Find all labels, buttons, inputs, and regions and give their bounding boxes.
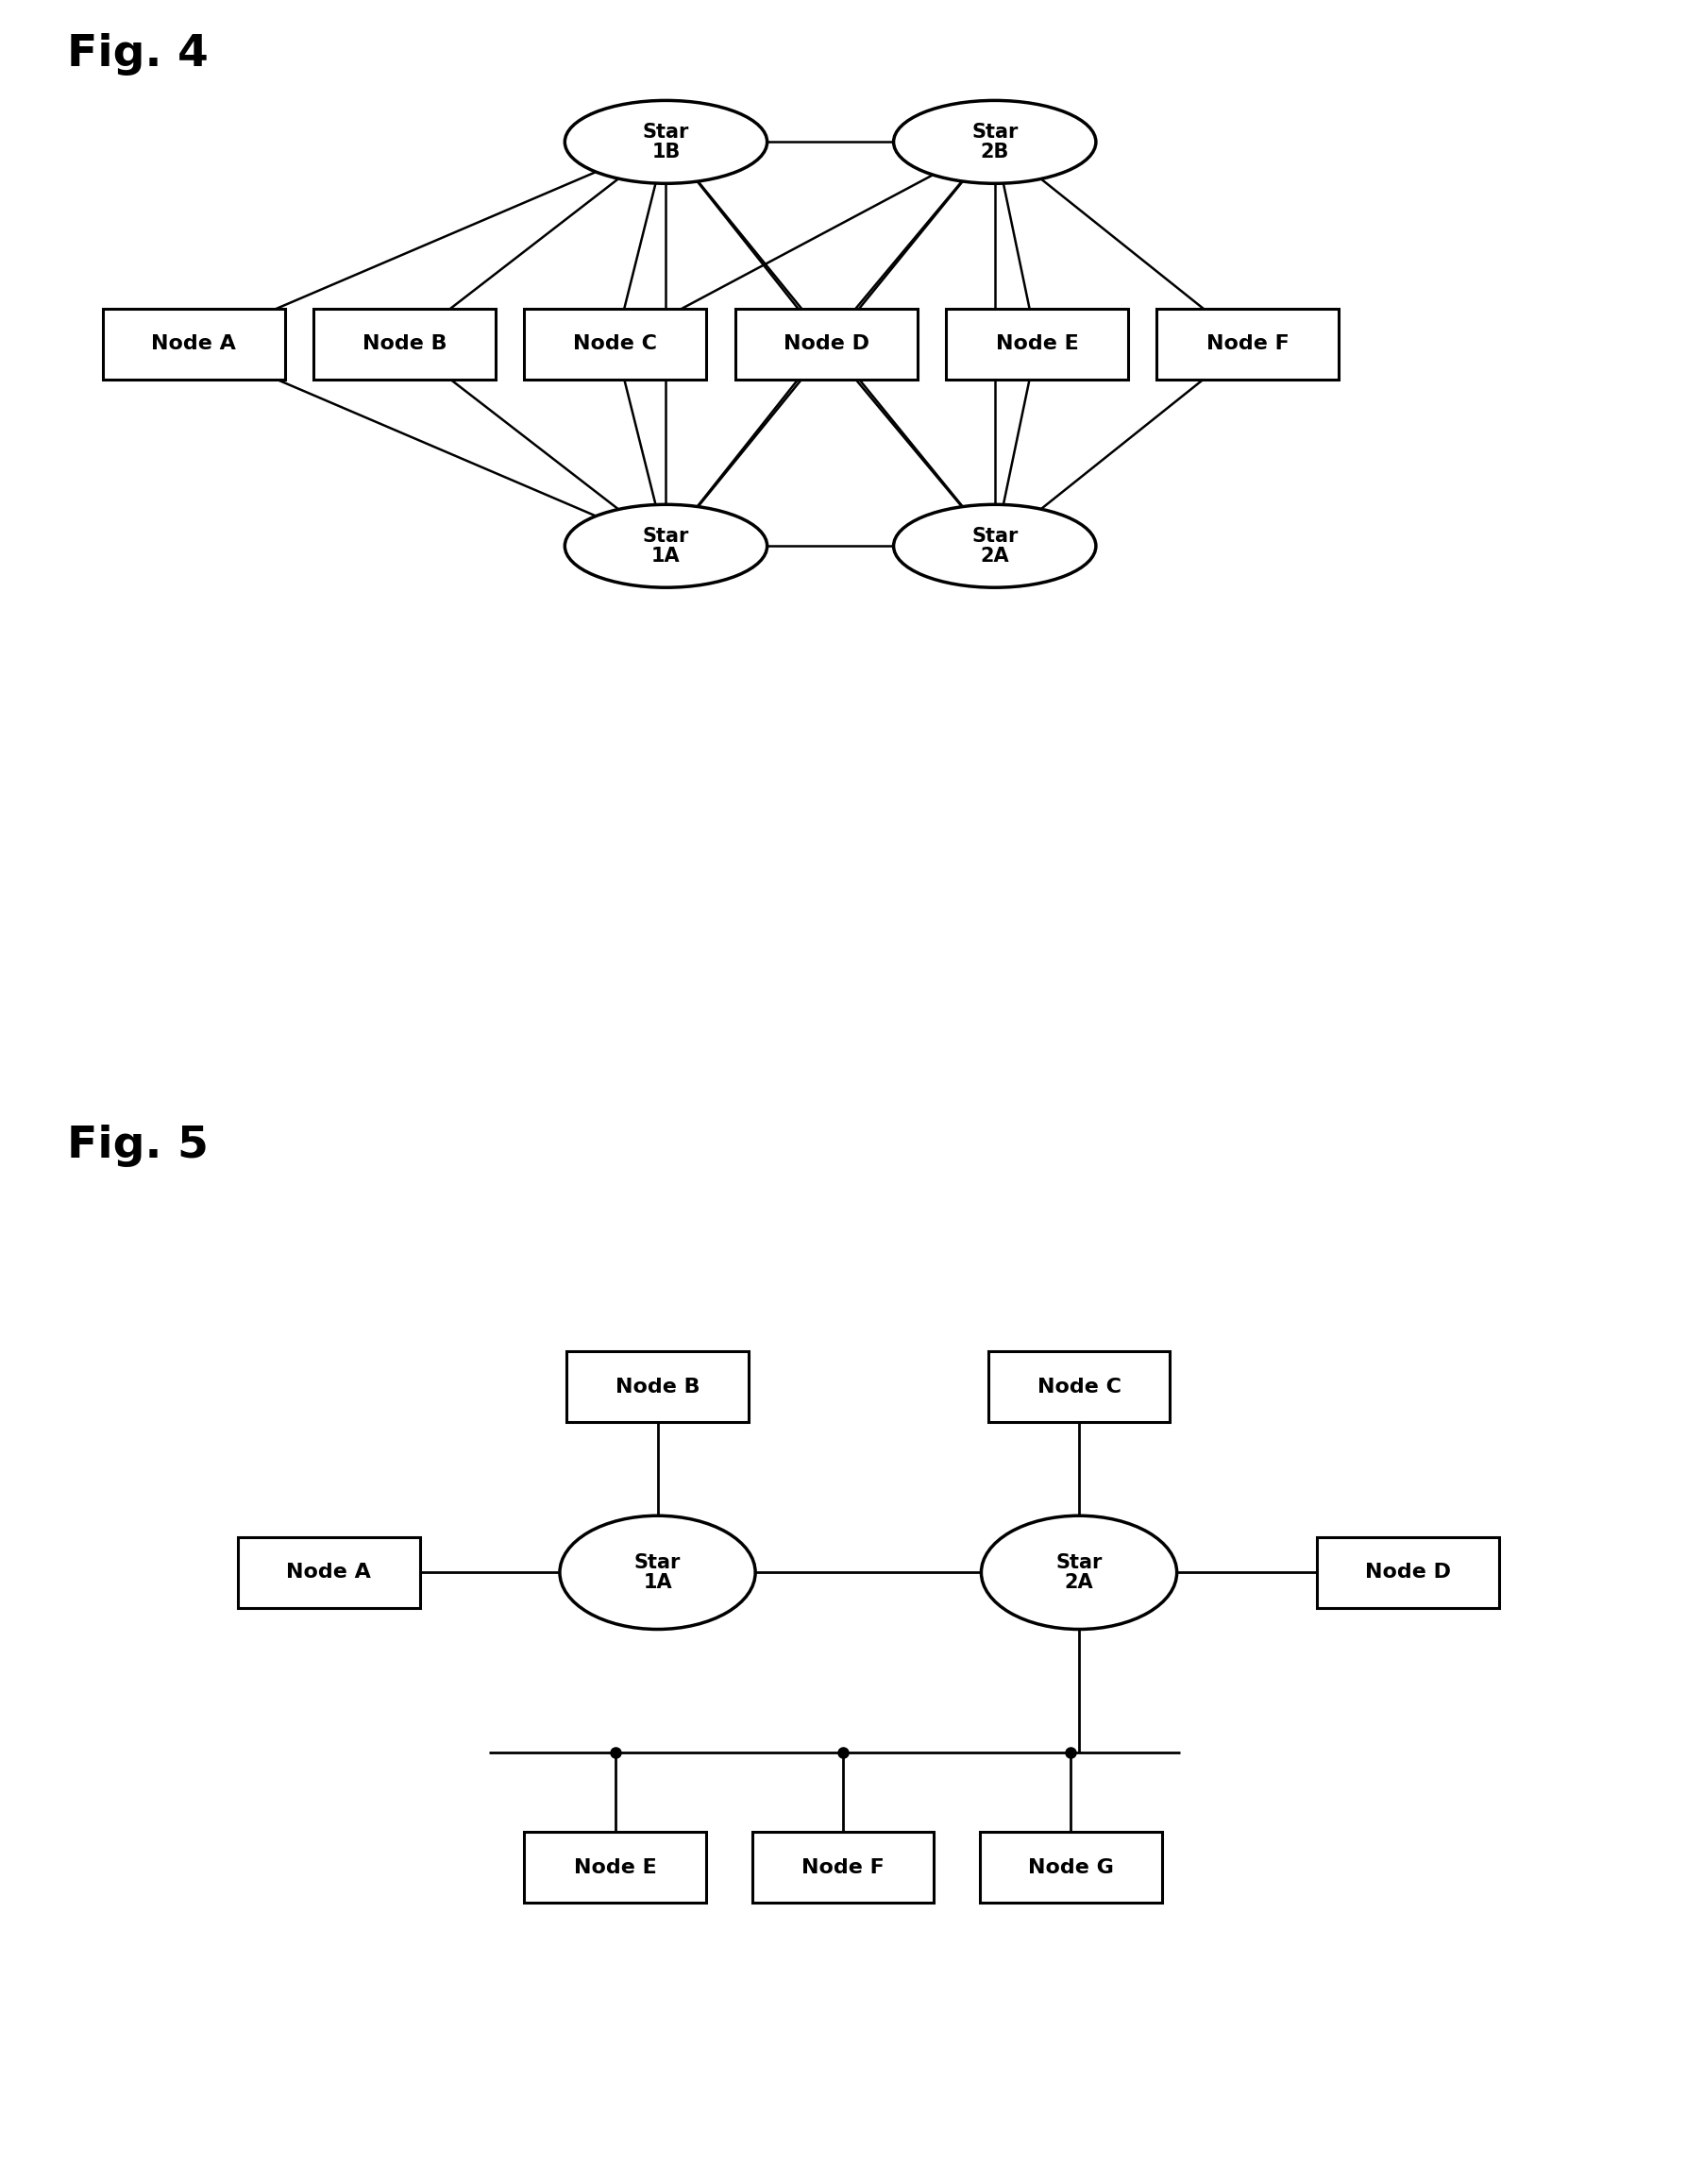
Text: Star
1A: Star 1A xyxy=(642,526,690,566)
Text: Star
1B: Star 1B xyxy=(642,122,690,162)
FancyBboxPatch shape xyxy=(103,308,285,380)
Text: Node E: Node E xyxy=(573,1859,658,1876)
Text: Star
1A: Star 1A xyxy=(634,1553,681,1592)
Text: Node F: Node F xyxy=(801,1859,885,1876)
Text: Node C: Node C xyxy=(573,334,658,354)
Text: Fig. 5: Fig. 5 xyxy=(67,1125,209,1166)
FancyBboxPatch shape xyxy=(566,1352,749,1422)
Text: Node D: Node D xyxy=(784,334,868,354)
FancyBboxPatch shape xyxy=(238,1538,420,1607)
Text: Node E: Node E xyxy=(995,334,1079,354)
Text: Star
2A: Star 2A xyxy=(1055,1553,1103,1592)
FancyBboxPatch shape xyxy=(524,1832,706,1902)
Text: Node C: Node C xyxy=(1037,1378,1121,1396)
Ellipse shape xyxy=(565,100,767,183)
Text: Star
2A: Star 2A xyxy=(971,526,1018,566)
FancyBboxPatch shape xyxy=(980,1832,1162,1902)
Text: Node G: Node G xyxy=(1028,1859,1113,1876)
Text: Node F: Node F xyxy=(1205,334,1290,354)
Text: Node A: Node A xyxy=(152,334,236,354)
Text: Fig. 4: Fig. 4 xyxy=(67,33,209,74)
FancyBboxPatch shape xyxy=(752,1832,934,1902)
Ellipse shape xyxy=(560,1516,755,1629)
Text: Node B: Node B xyxy=(615,1378,700,1396)
FancyBboxPatch shape xyxy=(1317,1538,1499,1607)
Text: Node D: Node D xyxy=(1366,1564,1450,1581)
Ellipse shape xyxy=(894,100,1096,183)
Text: Node A: Node A xyxy=(287,1564,371,1581)
Text: Star
2B: Star 2B xyxy=(971,122,1018,162)
FancyBboxPatch shape xyxy=(314,308,496,380)
Ellipse shape xyxy=(894,505,1096,587)
FancyBboxPatch shape xyxy=(946,308,1128,380)
Text: Node B: Node B xyxy=(362,334,447,354)
FancyBboxPatch shape xyxy=(735,308,917,380)
FancyBboxPatch shape xyxy=(1157,308,1339,380)
Ellipse shape xyxy=(981,1516,1177,1629)
Ellipse shape xyxy=(565,505,767,587)
FancyBboxPatch shape xyxy=(524,308,706,380)
FancyBboxPatch shape xyxy=(988,1352,1170,1422)
